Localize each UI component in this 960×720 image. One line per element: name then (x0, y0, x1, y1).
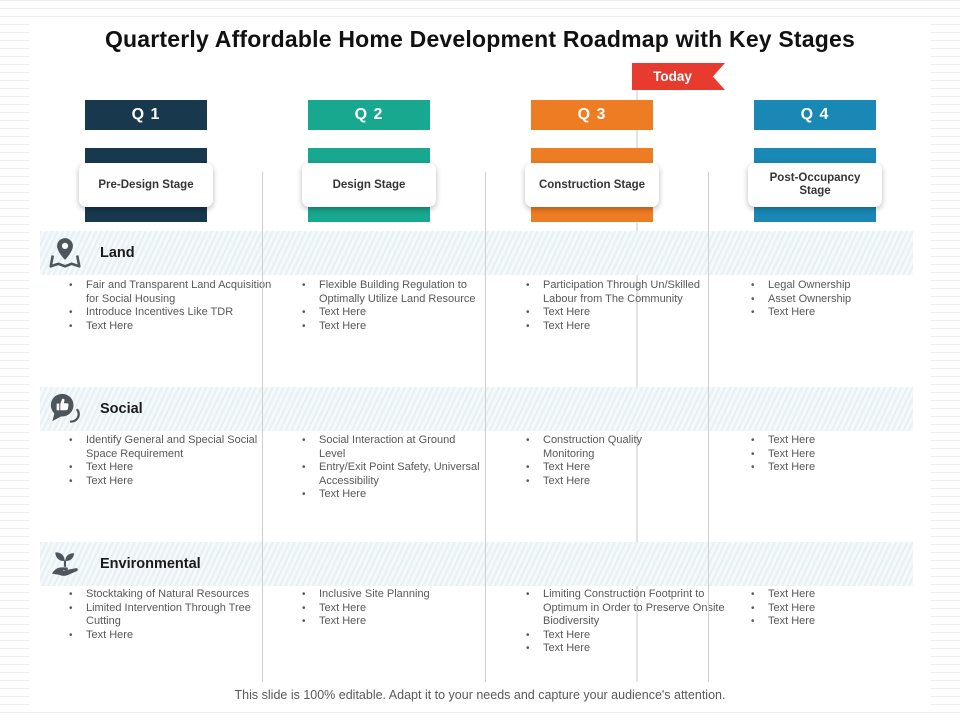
quarter-header-q3: Q 3 (531, 100, 653, 130)
stage-label-q2: Design Stage (332, 178, 406, 191)
row-band-land: Land (40, 231, 913, 275)
bullet-item: Text Here (519, 629, 725, 643)
bullet-item: Limiting Construction Footprint to Optim… (519, 588, 725, 629)
bullet-item: Identify General and Special Social Spac… (62, 434, 274, 461)
bullet-item: Legal Ownership (744, 279, 910, 293)
cell-land-q3: Participation Through Un/Skilled Labour … (519, 279, 725, 333)
bullet-item: Text Here (62, 320, 274, 334)
stage-card-q3: Construction Stage (525, 163, 659, 207)
today-ribbon-label: Today (653, 69, 692, 84)
column-divider-2 (485, 172, 486, 682)
row-label-social: Social (100, 401, 143, 417)
bullet-item: Introduce Incentives Like TDR (62, 306, 274, 320)
bullet-item: Entry/Exit Point Safety, Universal Acces… (295, 461, 481, 488)
row-label-environmental: Environmental (100, 556, 201, 572)
quarter-header-q1: Q 1 (85, 100, 207, 130)
stage-card-q4: Post-Occupancy Stage (748, 163, 882, 207)
quarter-header-q4: Q 4 (754, 100, 876, 130)
stage-label-q3: Construction Stage (538, 178, 646, 191)
hand-plant-icon (48, 547, 82, 581)
stage-card-q1: Pre-Design Stage (79, 163, 213, 207)
bullet-item: Text Here (295, 320, 481, 334)
bullet-item: Text Here (744, 306, 910, 320)
stage-card-q2: Design Stage (302, 163, 436, 207)
bullet-item: Text Here (62, 629, 274, 643)
chat-thumbs-up-icon (48, 392, 82, 426)
bullet-item: Stocktaking of Natural Resources (62, 588, 274, 602)
today-marker-line (636, 76, 638, 682)
row-band-environmental: Environmental (40, 542, 913, 586)
cell-environmental-q2: Inclusive Site Planning Text Here Text H… (295, 588, 481, 629)
bullet-item: Social Interaction at Ground Level (295, 434, 481, 461)
page-title: Quarterly Affordable Home Development Ro… (104, 26, 856, 52)
cell-land-q4: Legal Ownership Asset Ownership Text Her… (744, 279, 910, 320)
cell-social-q2: Social Interaction at Ground Level Entry… (295, 434, 481, 502)
cell-land-q1: Fair and Transparent Land Acquisition fo… (62, 279, 274, 333)
cell-environmental-q1: Stocktaking of Natural Resources Limited… (62, 588, 274, 642)
bullet-item: Text Here (744, 461, 910, 475)
bullet-item: Text Here (519, 306, 725, 320)
bullet-item: Text Here (519, 475, 669, 489)
bullet-item: Text Here (519, 461, 669, 475)
quarter-header-q2: Q 2 (308, 100, 430, 130)
bullet-item: Construction Quality Monitoring (519, 434, 669, 461)
today-ribbon: Today (632, 63, 725, 90)
bullet-item: Inclusive Site Planning (295, 588, 481, 602)
row-label-land: Land (100, 245, 135, 261)
cell-environmental-q3: Limiting Construction Footprint to Optim… (519, 588, 725, 656)
bullet-item: Limited Intervention Through Tree Cuttin… (62, 602, 274, 629)
cell-environmental-q4: Text Here Text Here Text Here (744, 588, 910, 629)
cell-social-q1: Identify General and Special Social Spac… (62, 434, 274, 488)
bullet-item: Text Here (519, 320, 725, 334)
bullet-item: Text Here (62, 461, 274, 475)
cell-land-q2: Flexible Building Regulation to Optimall… (295, 279, 481, 333)
bullet-item: Text Here (744, 448, 910, 462)
stage-label-q1: Pre-Design Stage (98, 178, 194, 191)
bullet-item: Text Here (62, 475, 274, 489)
bullet-item: Text Here (295, 306, 481, 320)
stage-label-q4: Post-Occupancy Stage (769, 172, 861, 197)
cell-social-q4: Text Here Text Here Text Here (744, 434, 910, 475)
bullet-item: Text Here (519, 642, 725, 656)
footer-note: This slide is 100% editable. Adapt it to… (234, 688, 726, 702)
bullet-item: Text Here (744, 615, 910, 629)
row-band-social: Social (40, 387, 913, 431)
bullet-item: Text Here (744, 588, 910, 602)
bullet-item: Participation Through Un/Skilled Labour … (519, 279, 725, 306)
bullet-item: Text Here (744, 602, 910, 616)
bullet-item: Text Here (744, 434, 910, 448)
column-divider-1 (262, 172, 263, 682)
bullet-item: Flexible Building Regulation to Optimall… (295, 279, 481, 306)
bullet-item: Asset Ownership (744, 293, 910, 307)
cell-social-q3: Construction Quality Monitoring Text Her… (519, 434, 669, 488)
bullet-item: Fair and Transparent Land Acquisition fo… (62, 279, 274, 306)
bullet-item: Text Here (295, 602, 481, 616)
column-divider-3 (708, 172, 709, 682)
bullet-item: Text Here (295, 488, 481, 502)
map-pin-icon (48, 236, 82, 270)
bullet-item: Text Here (295, 615, 481, 629)
